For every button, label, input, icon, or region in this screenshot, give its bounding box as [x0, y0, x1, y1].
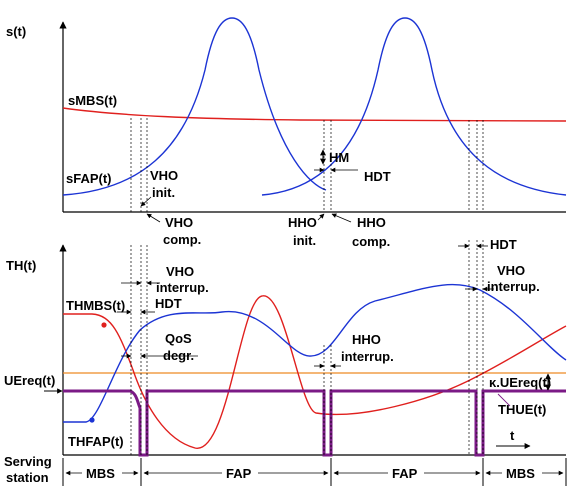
hho-init-arrow	[317, 213, 325, 221]
th-fap-marker	[89, 417, 95, 423]
vho-interrup-2-label-b: interrup.	[487, 279, 540, 294]
s-axis-label: s(t)	[6, 24, 26, 39]
vho-interrup-1-label-a: VHO	[166, 264, 194, 279]
th-ue-arrow	[497, 393, 511, 407]
s-fap-label: sFAP(t)	[66, 171, 112, 186]
vho-interrup-1-label-b: interrup.	[156, 280, 209, 295]
hho-interrup-label-b: interrup.	[341, 349, 394, 364]
qos-degr-label-b: degr.	[163, 348, 194, 363]
th-ue-curve	[63, 389, 566, 457]
vho-interrup-2-label-a: VHO	[497, 263, 525, 278]
top-guides	[130, 118, 484, 212]
serving-seg-mbs-2: MBS	[506, 466, 535, 481]
t-axis-label: t	[510, 428, 515, 443]
vho-init-label-2: init.	[152, 185, 175, 200]
serving-seg-mbs-1: MBS	[86, 466, 115, 481]
serving-label-2: station	[6, 470, 49, 485]
hho-comp-label-2: comp.	[352, 234, 390, 249]
s-mbs-label: sMBS(t)	[68, 93, 117, 108]
qos-degr-label-a: QoS	[165, 331, 192, 346]
hho-init-label-2: init.	[293, 233, 316, 248]
top-panel: s(t) sMBS(t) sFAP(t) VHO init. VHO comp.…	[6, 17, 567, 249]
serving-seg-fap-1: FAP	[226, 466, 252, 481]
th-fap-curve	[63, 283, 567, 423]
s-mbs-curve	[62, 107, 567, 122]
bottom-panel: TH(t) THMBS(t) THFAP(t) UEreq(t) THUE(t)…	[4, 237, 567, 457]
ue-req-label: UEreq(t)	[4, 373, 55, 388]
s-fap-curve-1	[62, 17, 327, 196]
th-mbs-marker	[101, 322, 107, 328]
serving-station-row: Serving station MBS FAP FAP MBS	[4, 454, 567, 486]
th-fap-label: THFAP(t)	[68, 434, 124, 449]
hho-comp-label-1: HHO	[357, 215, 386, 230]
vho-init-arrow	[140, 196, 152, 207]
vho-comp-arrow	[146, 213, 161, 223]
serving-label-1: Serving	[4, 454, 52, 469]
vho-comp-label-1: VHO	[165, 215, 193, 230]
th-axis-label: TH(t)	[6, 258, 36, 273]
bottom-guides	[130, 240, 484, 455]
th-mbs-curve	[63, 295, 567, 449]
hho-comp-arrow	[331, 213, 352, 223]
kappa-label: κ.UEreq(t)	[489, 375, 551, 390]
hho-init-label-1: HHO	[288, 215, 317, 230]
serving-seg-fap-2: FAP	[392, 466, 418, 481]
th-mbs-label: THMBS(t)	[66, 298, 125, 313]
vho-init-label-1: VHO	[150, 168, 178, 183]
hm-label: HM	[329, 150, 349, 165]
hdt-1-label: HDT	[155, 296, 182, 311]
hho-interrup-label-a: HHO	[352, 332, 381, 347]
th-ue-label: THUE(t)	[498, 402, 546, 417]
s-fap-curve-2	[261, 17, 567, 196]
vho-comp-label-2: comp.	[163, 232, 201, 247]
hdt-2-label: HDT	[490, 237, 517, 252]
hdt-top-label: HDT	[364, 169, 391, 184]
